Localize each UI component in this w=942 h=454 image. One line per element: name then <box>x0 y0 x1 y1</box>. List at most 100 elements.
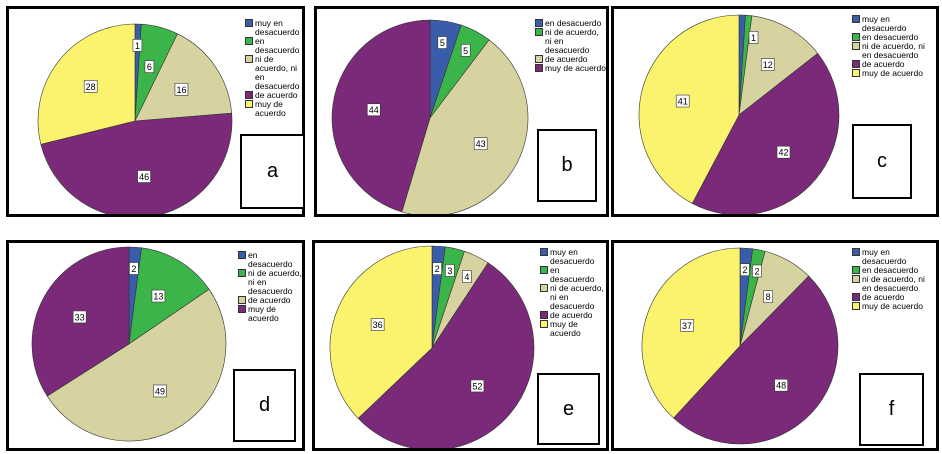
slice-value-label-en-desacuerdo: 3 <box>445 264 455 277</box>
slice-value-label-en-desacuerdo: 2 <box>129 262 139 275</box>
slice-value-label-de-acuerdo: 42 <box>776 145 791 159</box>
svg-text:8: 8 <box>766 292 771 302</box>
svg-text:37: 37 <box>682 321 692 331</box>
slice-value-label-ni-de-acuerdo-ni-en-desacuerdo: 12 <box>760 58 775 71</box>
legend-swatch <box>535 19 543 27</box>
legend-swatch <box>540 248 548 256</box>
legend-item-ni-de-acuerdo-ni-en-desacuerdo: ni de acuerdo, ni en desacuerdo <box>238 269 302 296</box>
svg-text:48: 48 <box>776 381 786 391</box>
pie-slice-de-acuerdo <box>401 39 529 214</box>
legend-item-muy-de-acuerdo: muy de acuerdo <box>245 100 302 118</box>
legend-item-de-acuerdo: de acuerdo <box>852 60 930 69</box>
slice-value-label-de-acuerdo: 49 <box>153 384 167 398</box>
pie-slice-de-acuerdo <box>673 275 839 445</box>
legend-label: muy de acuerdo <box>862 68 923 78</box>
panel-label: d <box>258 394 271 416</box>
panel-label: f <box>888 398 895 420</box>
legend-swatch <box>245 55 253 63</box>
panel-label-box: a <box>240 134 305 209</box>
legend-swatch <box>852 15 860 23</box>
legend-label: muy en desacuerdo <box>255 18 300 37</box>
pie-slice-muy-de-acuerdo <box>638 14 740 204</box>
slice-value-label-de-acuerdo: 52 <box>470 379 485 393</box>
svg-text:2: 2 <box>131 264 136 274</box>
chart-panel-d: 2 13 49 33 en desacuerdo ni de acuerdo, ni en… <box>6 240 305 451</box>
legend-label: de acuerdo <box>862 292 905 302</box>
legend-label: en desacuerdo <box>862 265 919 275</box>
legend-swatch <box>852 69 860 77</box>
legend-item-muy-en-desacuerdo: muy en desacuerdo <box>245 19 302 37</box>
legend-label: ni de acuerdo, ni en desacuerdo <box>255 54 300 91</box>
legend-swatch <box>852 60 860 68</box>
pie-slice-ni-de-acuerdo-ni-en-desacuerdo <box>134 33 233 122</box>
pie-chart: 2 2 8 48 37 <box>641 247 839 445</box>
legend-item-muy-en-desacuerdo: muy en desacuerdo <box>852 15 930 33</box>
legend-label: ni de acuerdo, ni en desacuerdo <box>545 27 599 55</box>
pie-chart: 2 3 4 52 36 <box>329 245 535 448</box>
legend-label: muy de acuerdo <box>255 99 286 118</box>
legend-item-muy-de-acuerdo: muy de acuerdo <box>852 302 930 311</box>
chart-panel-b: 5 5 43 44 en desacuerdo ni de acuerdo, ni en … <box>314 6 609 217</box>
pie-slice-de-acuerdo <box>46 288 227 442</box>
legend-swatch <box>245 19 253 27</box>
legend-label: muy en desacuerdo <box>862 14 907 33</box>
legend-label: muy de acuerdo <box>545 63 606 73</box>
legend-label: en desacuerdo <box>862 32 919 42</box>
legend-swatch <box>238 251 246 259</box>
legend-swatch <box>852 33 860 41</box>
legend-item-ni-de-acuerdo-ni-en-desacuerdo: ni de acuerdo, ni en desacuerdo <box>852 42 930 60</box>
slice-value-label-de-acuerdo: 46 <box>137 170 151 183</box>
svg-text:33: 33 <box>75 312 85 322</box>
legend-swatch <box>852 266 860 274</box>
legend-label: ni de acuerdo, ni en desacuerdo <box>862 274 925 293</box>
panel-label-box: e <box>537 373 600 445</box>
legend-item-de-acuerdo: de acuerdo <box>245 91 302 100</box>
panel-label: b <box>561 154 573 176</box>
panel-label-box: f <box>859 373 924 446</box>
slice-value-label-muy-de-acuerdo: 28 <box>83 80 98 93</box>
svg-text:16: 16 <box>176 85 186 95</box>
slice-value-label-de-acuerdo: 48 <box>774 378 788 392</box>
panel-label: c <box>877 150 887 172</box>
svg-text:2: 2 <box>742 265 747 275</box>
legend: muy en desacuerdo en desacuerdo ni de acue… <box>540 248 606 338</box>
legend-swatch <box>540 284 548 292</box>
svg-text:1: 1 <box>751 33 756 43</box>
legend-swatch <box>238 305 246 313</box>
slice-value-label-en-desacuerdo: 1 <box>748 31 759 44</box>
legend-swatch <box>852 302 860 310</box>
panel-label-box: b <box>537 129 597 202</box>
pie-slice-ni-de-acuerdo-ni-en-desacuerdo <box>738 15 819 116</box>
slice-value-label-muy-en-desacuerdo: 2 <box>740 263 750 277</box>
legend: muy en desacuerdo en desacuerdo ni de acue… <box>852 248 930 311</box>
legend-swatch <box>852 275 860 283</box>
legend-label: muy de acuerdo <box>248 304 279 323</box>
slice-value-label-ni-de-acuerdo-ni-en-desacuerdo: 13 <box>151 289 166 303</box>
legend-item-en-desacuerdo: en desacuerdo <box>540 266 606 284</box>
legend-swatch <box>245 37 253 45</box>
panel-label: a <box>266 160 279 182</box>
pie-slice-ni-de-acuerdo-ni-en-desacuerdo <box>128 247 210 345</box>
legend-label: ni de acuerdo, ni en desacuerdo <box>550 283 604 311</box>
svg-text:3: 3 <box>447 266 452 276</box>
legend-label: en desacuerdo <box>248 250 293 269</box>
panel-label-box: c <box>852 124 912 199</box>
svg-text:42: 42 <box>778 148 788 158</box>
pie-chart: 5 5 43 44 <box>331 19 529 214</box>
legend-swatch <box>540 266 548 274</box>
svg-text:1: 1 <box>135 41 140 51</box>
legend-item-en-desacuerdo: en desacuerdo <box>852 266 930 275</box>
svg-text:12: 12 <box>763 60 773 70</box>
legend-label: en desacuerdo <box>545 18 602 28</box>
legend-item-de-acuerdo: de acuerdo <box>540 311 606 320</box>
svg-text:5: 5 <box>463 46 468 56</box>
slice-value-label-en-desacuerdo: 5 <box>437 36 448 49</box>
chart-panel-e: 2 3 4 52 36 muy en desacuerdo en desacuerdo ni … <box>312 240 609 451</box>
chart-panel-c: 1 12 42 41 muy en desacuerdo en desacuerdo ni … <box>611 6 939 217</box>
legend-label: ni de acuerdo, ni en desacuerdo <box>862 41 925 60</box>
svg-text:49: 49 <box>155 386 165 396</box>
legend-item-en-desacuerdo: en desacuerdo <box>238 251 302 269</box>
svg-text:52: 52 <box>472 381 482 391</box>
legend-swatch <box>852 248 860 256</box>
